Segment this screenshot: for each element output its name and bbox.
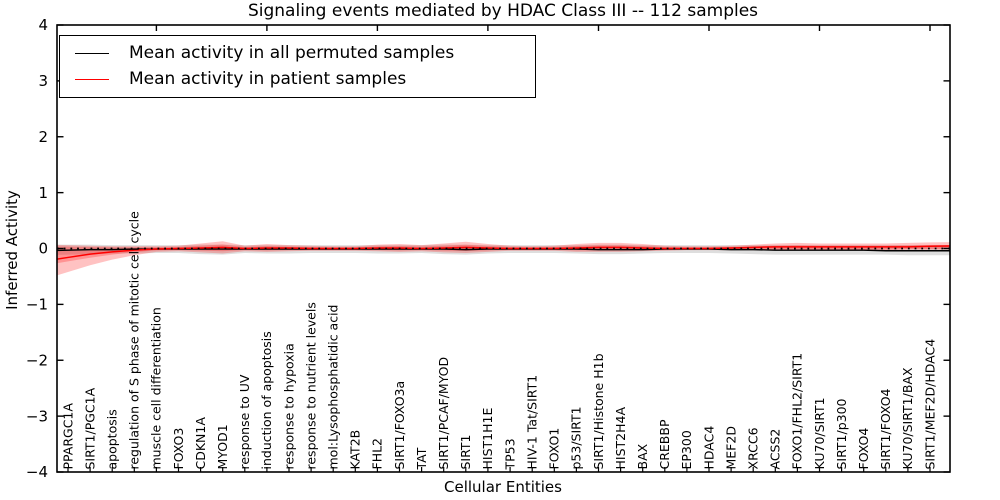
x-tick-label: SIRT1	[458, 435, 473, 470]
x-tick-label: FOXO3	[171, 428, 186, 470]
x-tick-label: KU70/SIRT1	[812, 397, 827, 469]
y-tick-label: −3	[26, 407, 48, 425]
x-tick-label: SIRT1/FOXO3a	[392, 381, 407, 470]
x-tick-label: ACSS2	[768, 429, 783, 470]
x-tick-label: XRCC6	[746, 427, 761, 469]
y-tick-label: −2	[26, 351, 48, 369]
x-tick-label: HIV-1 Tat/SIRT1	[525, 375, 540, 470]
series-layer	[56, 245, 951, 260]
x-tick-label: KAT2B	[348, 430, 363, 470]
y-tick-label: −1	[26, 296, 48, 314]
x-tick-label: regulation of S phase of mitotic cell cy…	[127, 211, 142, 470]
x-tick-label: muscle cell differentiation	[149, 307, 164, 469]
x-tick-label: CREBBP	[657, 419, 672, 469]
x-tick-label: FOXO1/FHL2/SIRT1	[790, 353, 805, 470]
x-tick-label: TP53	[502, 438, 517, 470]
y-tick-label: 1	[38, 184, 48, 202]
x-tick-label: KU70/SIRT1/BAX	[900, 367, 915, 469]
x-tick-label: MYOD1	[215, 424, 230, 469]
x-tick-labels: PPARGC1A SIRT1/PGC1A apoptosis regulation o…	[60, 211, 937, 471]
x-tick-label: SIRT1/FOXO4	[878, 388, 893, 469]
x-tick-label: HIST2H4A	[613, 407, 628, 470]
legend-label-permuted: Mean activity in all permuted samples	[129, 43, 455, 63]
x-axis-label: Cellular Entities	[444, 478, 562, 496]
chart-title: Signaling events mediated by HDAC Class …	[248, 1, 758, 21]
legend-item-permuted: Mean activity in all permuted samples	[75, 45, 535, 62]
x-tick-label: MEF2D	[723, 426, 738, 469]
x-tick-label: PPARGC1A	[60, 403, 75, 470]
x-tick-label: SIRT1/Histone H1b	[591, 353, 606, 469]
y-tick-label: 4	[38, 16, 48, 34]
y-tick-label: 3	[38, 72, 48, 90]
x-tick-label: SIRT1/PCAF/MYOD	[436, 357, 451, 470]
x-tick-label: CDKN1A	[193, 417, 208, 470]
x-tick-label: p53/SIRT1	[569, 406, 584, 469]
x-tick-label: response to hypoxia	[281, 343, 296, 469]
x-tick-label: SIRT1/p300	[834, 398, 849, 469]
legend-item-patient: Mean activity in patient samples	[75, 71, 535, 88]
y-tick-labels: 4 3 2 1 0 −1 −2 −3 −4	[26, 16, 48, 481]
x-tick-label: induction of apoptosis	[259, 331, 274, 469]
y-axis-label: Inferred Activity	[3, 190, 21, 310]
x-tick-label: response to UV	[237, 374, 252, 469]
red-line-swatch-icon	[75, 79, 109, 80]
plot-frame	[56, 24, 951, 473]
x-tick-label: FOXO1	[547, 428, 562, 470]
x-tick-label: response to nutrient levels	[303, 302, 318, 469]
patient-mean-line	[56, 245, 951, 260]
permuted-mean-line	[56, 248, 950, 252]
y-tick-label: 2	[38, 128, 48, 146]
x-tick-label: FOXO4	[856, 428, 871, 470]
y-tick-label: −4	[26, 463, 48, 481]
x-tick-label: EP300	[679, 430, 694, 469]
y-tick-label: 0	[38, 240, 48, 258]
x-tick-label: apoptosis	[105, 409, 120, 469]
x-tick-label: FHL2	[370, 438, 385, 470]
x-tick-label: HIST1H1E	[480, 408, 495, 470]
x-tick-label: BAX	[635, 443, 650, 469]
x-tick-label: mol:Lysophosphatidic acid	[326, 305, 341, 470]
legend-label-patient: Mean activity in patient samples	[129, 69, 407, 89]
x-tick-label: SIRT1/MEF2D/HDAC4	[922, 339, 937, 470]
x-tick-label: TAT	[414, 447, 429, 470]
x-tick-label: HDAC4	[701, 426, 716, 470]
x-tick-label: SIRT1/PGC1A	[82, 387, 97, 469]
black-line-swatch-icon	[75, 53, 109, 54]
legend: Mean activity in all permuted samples Me…	[59, 35, 536, 98]
